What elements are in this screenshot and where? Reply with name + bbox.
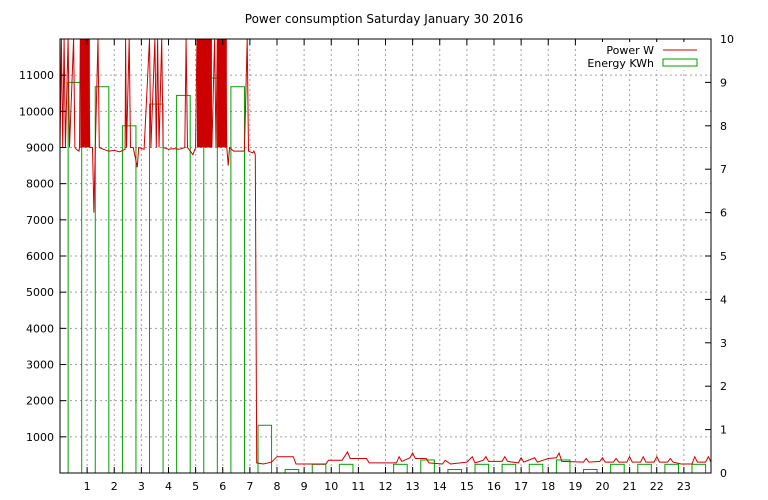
energy-bar [420,459,435,474]
y-tick-label: 5000 [26,286,54,299]
energy-bar [664,463,679,474]
y2-tick-label: 6 [720,207,727,220]
x-tick-label: 14 [433,480,447,493]
energy-bar [257,424,273,474]
energy-bar [610,463,625,474]
y-tick-label: 10000 [19,105,54,118]
energy-bar [176,94,191,474]
energy-bar [149,103,164,474]
chart-title: Power consumption Saturday January 30 20… [245,12,523,26]
x-tick-label: 10 [324,480,338,493]
y2-tick-label: 4 [720,293,727,306]
x-tick-label: 2 [111,480,118,493]
y2-tick-label: 2 [720,380,727,393]
x-tick-label: 8 [274,480,281,493]
energy-bar [121,125,137,474]
energy-bar [447,469,462,474]
x-tick-label: 15 [460,480,474,493]
y-tick-label: 3000 [26,359,54,372]
axes: 1 2 3 4 5 6 7 8 9 10 11 12 13 14 15 16 17 18 19 20 21 22 23100… [19,33,734,493]
power-line-group [59,38,712,465]
energy-bar [230,86,245,474]
energy-bar [94,86,110,474]
energy-bar [583,469,598,474]
energy-bar [474,463,490,474]
x-tick-label: 7 [246,480,253,493]
x-tick-label: 23 [677,480,691,493]
x-tick-label: 4 [165,480,172,493]
x-tick-label: 17 [514,480,528,493]
energy-bar [393,463,408,474]
y2-tick-label: 8 [720,120,727,133]
y-tick-label: 8000 [26,178,54,191]
x-tick-label: 9 [301,480,308,493]
energy-bar [637,463,652,474]
energy-bar [284,469,300,474]
x-tick-label: 18 [541,480,555,493]
legend-label-energy: Energy KWh [587,57,654,70]
x-tick-label: 1 [84,480,91,493]
energy-bar [528,463,544,474]
x-tick-label: 11 [351,480,365,493]
y2-tick-label: 7 [720,163,727,176]
x-tick-label: 13 [406,480,420,493]
y2-tick-label: 0 [720,467,727,480]
x-tick-label: 16 [487,480,501,493]
y-tick-label: 11000 [19,69,54,82]
grid [60,39,711,473]
legend-background [580,42,708,70]
x-tick-label: 12 [379,480,393,493]
y-tick-label: 7000 [26,214,54,227]
energy-bar [691,463,707,474]
legend-label-power: Power W [606,44,654,57]
y2-tick-label: 1 [720,424,727,437]
energy-bar [311,463,327,474]
x-tick-label: 20 [596,480,610,493]
y2-tick-label: 10 [720,33,734,46]
x-tick-label: 5 [192,480,199,493]
y-tick-label: 1000 [26,431,54,444]
legend-swatch-energy [662,58,698,67]
energy-bar [338,463,354,474]
x-tick-label: 19 [568,480,582,493]
y-tick-label: 9000 [26,142,54,155]
energy-bars [67,77,707,474]
x-tick-label: 21 [623,480,637,493]
y2-tick-label: 9 [720,76,727,89]
legend: Power W Energy KWh [580,42,708,70]
y-tick-label: 2000 [26,395,54,408]
x-tick-label: 6 [219,480,226,493]
power-line [59,38,712,465]
y2-tick-label: 5 [720,250,727,263]
x-tick-label: 22 [650,480,664,493]
y-tick-label: 4000 [26,322,54,335]
energy-bar [501,463,517,474]
y2-tick-label: 3 [720,337,727,350]
x-tick-label: 3 [138,480,145,493]
y-tick-label: 6000 [26,250,54,263]
